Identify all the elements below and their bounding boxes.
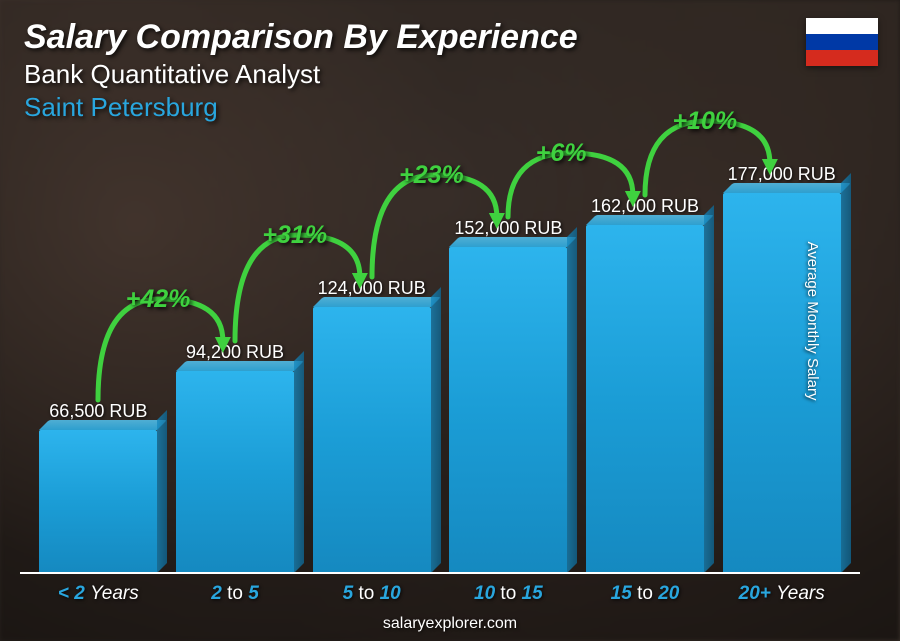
bar-value-label: 177,000 RUB bbox=[728, 164, 836, 185]
flag-stripe-1 bbox=[806, 18, 878, 34]
bar-group: 94,200 RUB bbox=[173, 342, 298, 573]
increase-label: +31% bbox=[262, 221, 327, 250]
increase-label: +6% bbox=[536, 139, 587, 168]
header: Salary Comparison By Experience Bank Qua… bbox=[24, 18, 578, 123]
chart-location: Saint Petersburg bbox=[24, 92, 578, 123]
flag-stripe-2 bbox=[806, 34, 878, 50]
bar-value-label: 124,000 RUB bbox=[318, 278, 426, 299]
chart-title: Salary Comparison By Experience bbox=[24, 18, 578, 57]
bar-group: 124,000 RUB bbox=[309, 278, 434, 573]
bar bbox=[176, 371, 294, 573]
chart-area: 66,500 RUB 94,200 RUB 124,000 RUB 152,000 R… bbox=[30, 133, 850, 573]
x-axis-label: 15 to 20 bbox=[583, 583, 708, 605]
bar-group: 177,000 RUB bbox=[719, 164, 844, 573]
increase-label: +42% bbox=[126, 285, 191, 314]
x-axis: < 2 Years 2 to 5 5 to 10 10 to 15 15 to 20 20… bbox=[30, 583, 850, 605]
chart-baseline bbox=[20, 572, 860, 574]
bar bbox=[449, 247, 567, 573]
bar bbox=[313, 307, 431, 573]
footer-source: salaryexplorer.com bbox=[0, 615, 900, 633]
increase-label: +23% bbox=[399, 161, 464, 190]
x-axis-label: 2 to 5 bbox=[173, 583, 298, 605]
chart-subtitle: Bank Quantitative Analyst bbox=[24, 59, 578, 90]
bar-group: 162,000 RUB bbox=[583, 196, 708, 573]
x-axis-label: 10 to 15 bbox=[446, 583, 571, 605]
bar-value-label: 162,000 RUB bbox=[591, 196, 699, 217]
x-axis-label: 5 to 10 bbox=[309, 583, 434, 605]
flag-icon bbox=[806, 18, 878, 66]
bar bbox=[586, 225, 704, 573]
y-axis-label: Average Monthly Salary bbox=[804, 241, 821, 400]
flag-stripe-3 bbox=[806, 50, 878, 66]
bar-group: 152,000 RUB bbox=[446, 218, 571, 573]
bar-value-label: 66,500 RUB bbox=[49, 401, 147, 422]
x-axis-label: < 2 Years bbox=[36, 583, 161, 605]
x-axis-label: 20+ Years bbox=[719, 583, 844, 605]
bar bbox=[39, 430, 157, 573]
bar-group: 66,500 RUB bbox=[36, 401, 161, 573]
bar-value-label: 152,000 RUB bbox=[454, 218, 562, 239]
bar bbox=[723, 193, 841, 573]
increase-label: +10% bbox=[672, 107, 737, 136]
bar-value-label: 94,200 RUB bbox=[186, 342, 284, 363]
